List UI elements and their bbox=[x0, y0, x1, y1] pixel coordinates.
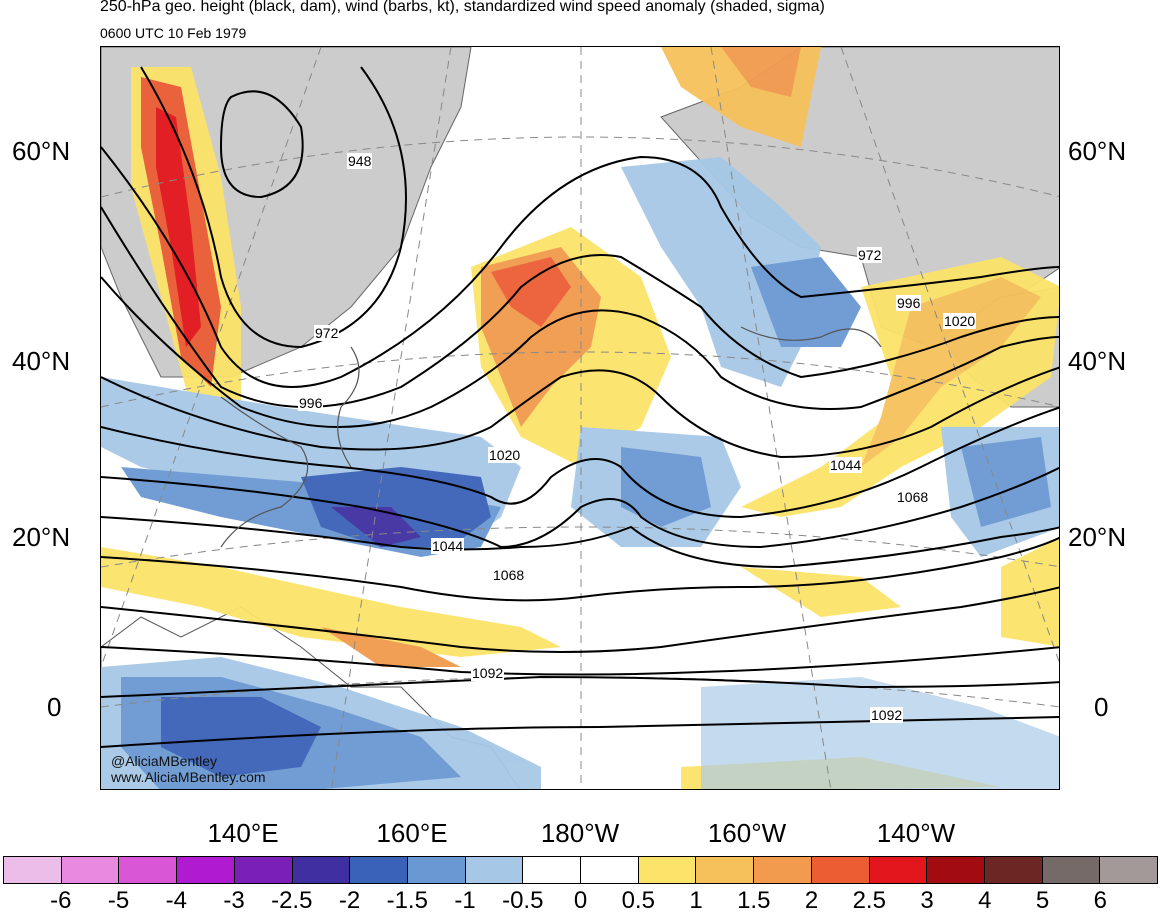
colorbar-swatch bbox=[1042, 857, 1101, 883]
colorbar-swatch bbox=[984, 857, 1043, 883]
contour-label: 996 bbox=[896, 295, 922, 311]
lat-label-right-40n: 40°N bbox=[1068, 346, 1127, 376]
anomaly-shading bbox=[101, 47, 1059, 789]
colorbar-tick-label: 2 bbox=[804, 887, 819, 914]
colorbar-tick-label: 5 bbox=[1035, 887, 1050, 914]
lat-label-left-40n: 40°N bbox=[12, 346, 71, 376]
colorbar-tick-label: 3 bbox=[920, 887, 934, 914]
colorbar-swatch bbox=[61, 857, 120, 883]
colorbar-tick-label: 0 bbox=[573, 887, 588, 914]
contour-label: 1068 bbox=[492, 567, 526, 583]
coastlines bbox=[220, 326, 882, 548]
colorbar-tick-label: -3 bbox=[223, 887, 245, 914]
colorbar-swatch bbox=[696, 857, 755, 883]
contour-label: 996 bbox=[298, 395, 324, 411]
lon-label-140w: 140°W bbox=[876, 818, 956, 848]
colorbar-swatch bbox=[119, 857, 178, 883]
colorbar-tick-label: 1.5 bbox=[737, 887, 771, 914]
colorbar-swatch bbox=[754, 857, 812, 883]
colorbar-tick-label: 0.5 bbox=[621, 887, 655, 914]
colorbar-tick-label: -2.5 bbox=[271, 887, 313, 914]
chart-subtitle: 0600 UTC 10 Feb 1979 bbox=[100, 25, 247, 41]
contour-label: 1044 bbox=[431, 538, 465, 554]
colorbar-swatch bbox=[523, 857, 582, 883]
colorbar-tick-label: -5 bbox=[107, 887, 130, 914]
chart-title: 250-hPa geo. height (black, dam), wind (… bbox=[100, 0, 825, 15]
colorbar-swatch bbox=[465, 857, 524, 883]
colorbar-swatch bbox=[177, 857, 235, 883]
lat-label-left-20n: 20°N bbox=[12, 522, 71, 552]
map-panel: 948 972 972 996 996 1020 1020 1044 1044 … bbox=[100, 46, 1060, 790]
contour-label: 948 bbox=[347, 153, 373, 169]
colorbar-swatch bbox=[4, 857, 62, 883]
contour-label: 1092 bbox=[870, 707, 904, 723]
credit-handle: @AliciaMBentley bbox=[111, 753, 218, 769]
colorbar-tick-label: 6 bbox=[1093, 887, 1107, 914]
colorbar-tick-label: 4 bbox=[978, 887, 992, 914]
lon-label-160w: 160°W bbox=[707, 818, 787, 848]
height-contours bbox=[101, 66, 1059, 748]
contour-label: 1020 bbox=[488, 447, 522, 463]
colorbar-swatch bbox=[292, 857, 351, 883]
colorbar-swatch bbox=[638, 857, 697, 883]
lat-label-left-60n: 60°N bbox=[12, 136, 71, 166]
colorbar-tick-label: 1 bbox=[689, 887, 703, 914]
lon-label-140e: 140°E bbox=[207, 818, 279, 848]
colorbar-swatch bbox=[869, 857, 928, 883]
lat-label-right-0: 0 bbox=[1094, 692, 1109, 722]
lon-label-180w: 180°W bbox=[540, 818, 620, 848]
colorbar-swatch bbox=[927, 857, 985, 883]
contour-label: 1020 bbox=[943, 313, 977, 329]
colorbar-tick-label: 2.5 bbox=[852, 887, 886, 914]
lat-label-right-20n: 20°N bbox=[1068, 522, 1127, 552]
colorbar-tick-label: -1 bbox=[454, 887, 476, 914]
contour-label: 1044 bbox=[829, 457, 863, 473]
colorbar-swatch bbox=[407, 857, 466, 883]
contour-label: 1068 bbox=[896, 489, 930, 505]
credit-website: www.AliciaMBentley.com bbox=[111, 769, 266, 785]
contour-label: 972 bbox=[857, 247, 883, 263]
colorbar-tick-label: -6 bbox=[50, 887, 72, 914]
colorbar-swatch bbox=[350, 857, 408, 883]
colorbar-tick-label: -0.5 bbox=[502, 887, 544, 914]
colorbar-swatch bbox=[1100, 857, 1158, 883]
colorbar-tick-label: -2 bbox=[338, 887, 361, 914]
lat-label-right-60n: 60°N bbox=[1068, 136, 1127, 166]
lon-label-160e: 160°E bbox=[376, 818, 448, 848]
lat-label-left-0: 0 bbox=[47, 692, 62, 722]
colorbar-tick-label: -4 bbox=[165, 887, 187, 914]
map-svg bbox=[101, 47, 1059, 789]
contour-label: 1092 bbox=[471, 665, 505, 681]
colorbar-swatch bbox=[234, 857, 293, 883]
colorbar-swatch bbox=[581, 857, 639, 883]
colorbar bbox=[3, 856, 1158, 884]
contour-label: 972 bbox=[314, 325, 340, 341]
colorbar-swatch bbox=[811, 857, 870, 883]
colorbar-tick-label: -1.5 bbox=[386, 887, 428, 914]
